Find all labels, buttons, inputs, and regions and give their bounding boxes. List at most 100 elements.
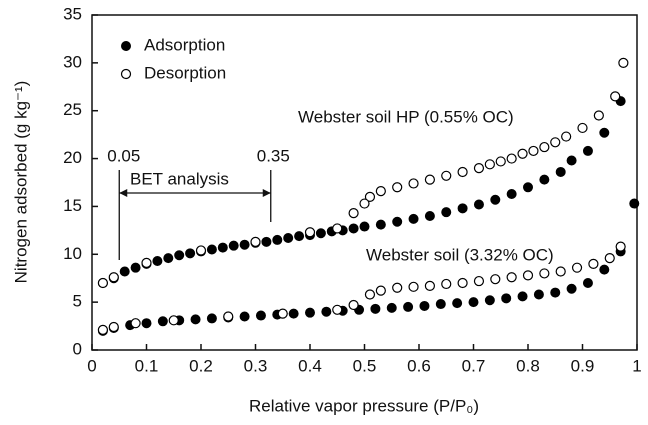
point [523,182,533,193]
point [604,253,615,264]
point [571,262,583,273]
arrow-head [119,189,128,197]
point [539,174,550,185]
point [501,293,512,304]
point [610,91,621,102]
point [375,219,386,230]
x-tick-label: 0.5 [353,356,377,375]
point [392,182,403,193]
point [130,262,141,273]
point [588,258,599,269]
point [108,321,119,333]
point [392,216,403,227]
y-tick-label: 15 [63,196,82,215]
point [582,278,593,288]
point [484,295,495,306]
point [332,223,343,234]
point [582,145,593,156]
annotation: Webster soil (3.32% OC) [366,245,554,264]
point [168,315,179,326]
point [577,122,588,134]
point [239,239,250,250]
point [217,242,228,253]
annotation: Webster soil HP (0.55% OC) [298,107,514,126]
point [490,274,501,285]
point [348,223,359,234]
point [288,308,299,319]
point [618,57,629,68]
point [539,141,550,153]
point [195,245,207,256]
legend-marker [120,68,132,80]
point [528,145,539,157]
point [441,170,452,181]
y-tick-label: 20 [63,148,82,167]
point [484,159,495,170]
point [375,285,386,296]
point [550,287,561,298]
point [452,298,463,309]
point [157,316,168,327]
point [473,163,485,174]
point [163,253,174,264]
point [386,302,397,313]
point [533,289,544,300]
point [599,127,610,138]
point [364,191,376,202]
point [364,289,376,300]
y-tick-label: 0 [73,339,82,358]
point [283,233,294,244]
point [392,282,403,293]
x-tick-label: 0.2 [189,356,213,375]
point [457,203,468,214]
point [566,155,577,166]
point [272,234,283,245]
point [555,266,566,277]
point [108,272,119,283]
y-tick-label: 30 [63,52,82,71]
y-axis-label: Nitrogen adsorbed (g kg⁻¹) [11,81,30,284]
x-tick-label: 0.6 [407,356,431,375]
point [424,174,435,185]
legend-marker [121,41,131,51]
point [190,314,201,325]
point [359,221,370,232]
point [294,231,305,242]
point [228,240,239,251]
point [277,308,288,319]
x-tick-label: 0.3 [244,356,268,375]
x-tick-label: 0.9 [571,356,595,375]
point [435,299,446,310]
legend-box [112,30,272,90]
point [141,257,152,268]
point [490,194,501,205]
point [424,211,435,221]
point [130,318,141,329]
x-tick-label: 0.4 [298,356,322,375]
point [566,283,577,294]
point [403,301,414,312]
point [185,248,196,259]
point [223,311,234,322]
point [441,207,452,218]
point [539,268,550,279]
point [315,228,326,239]
bet-start-label: 0.05 [107,146,140,165]
x-tick-label: 0 [87,356,96,375]
x-tick-label: 0.1 [135,356,159,375]
point [473,275,485,287]
point [359,198,370,209]
point [375,186,386,197]
point [599,264,610,275]
point [555,166,566,177]
point [304,227,316,238]
point [261,236,272,247]
point [408,213,419,224]
y-tick-label: 10 [63,244,82,263]
point [506,153,517,164]
point [305,307,315,318]
point [495,156,506,167]
point [424,280,435,291]
point [473,199,484,210]
